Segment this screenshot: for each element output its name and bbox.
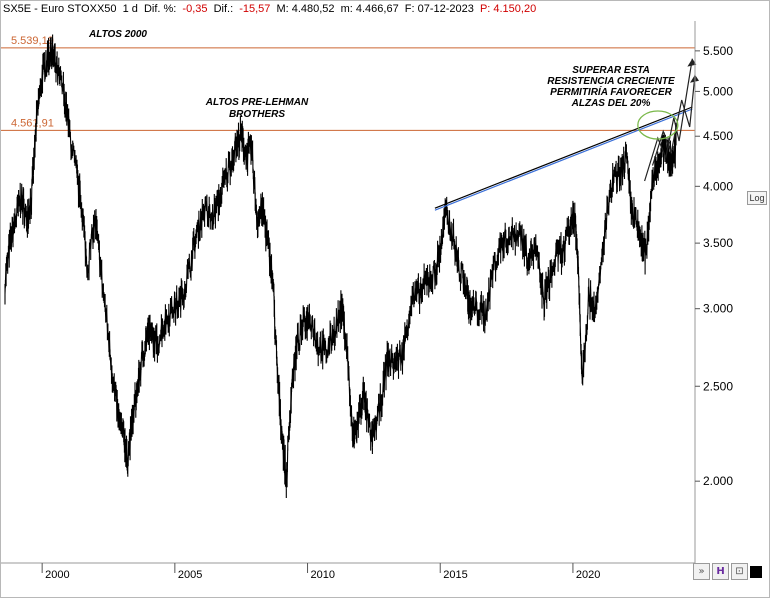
y-tick-label: 3.500	[703, 236, 733, 250]
x-tick-label: 2000	[45, 569, 69, 581]
x-tick-label: 2010	[311, 569, 335, 581]
x-tick-label: 2005	[178, 569, 202, 581]
y-tick-label: 3.000	[703, 302, 733, 316]
diff-pct-value: -0,35	[182, 3, 208, 15]
chart-header: SX5E - Euro STOXX50 1 d Dif. %: -0,35 Di…	[3, 3, 539, 19]
x-tick-label: 2015	[443, 569, 467, 581]
trendline-blue	[434, 108, 693, 211]
min-label: m: 4.466,67	[340, 3, 399, 15]
annotation-resistance-note: RESISTENCIA CRECIENTE	[547, 76, 675, 87]
diff-label: Dif.:	[213, 3, 234, 15]
annotation-resistance-note: ALZAS DEL 20%	[571, 98, 651, 109]
projection-path	[644, 58, 693, 182]
chart-toolbar: » H ⊡	[693, 563, 762, 580]
projection-arrow	[687, 58, 697, 67]
fullscreen-icon[interactable]: ⊡	[731, 563, 748, 580]
y-tick-label: 5.000	[703, 84, 733, 98]
y-tick-label: 4.500	[703, 129, 733, 143]
annotation-altos-2000: ALTOS 2000	[88, 29, 147, 40]
period-label: 1 d	[122, 3, 138, 15]
price-label: P: 4.150,20	[479, 3, 537, 15]
breakout-ellipse	[637, 110, 679, 140]
annotation-resistance-note: PERMITIRÍA FAVORECER	[550, 85, 672, 98]
y-tick-label: 2.000	[703, 474, 733, 488]
date-label: F: 07-12-2023	[404, 3, 474, 15]
x-tick-label: 2020	[576, 569, 600, 581]
bar-style-icon[interactable]: H	[712, 563, 729, 580]
color-box-icon[interactable]	[750, 566, 762, 578]
symbol-label: SX5E - Euro STOXX50	[3, 3, 117, 15]
resistance-level-label: 4.561,91	[11, 117, 54, 129]
chevron-icon[interactable]: »	[693, 563, 710, 580]
diff-value: -15,57	[239, 3, 271, 15]
price-series-line	[4, 34, 677, 498]
y-tick-label: 5.500	[703, 44, 733, 58]
y-tick-label: 4.000	[703, 179, 733, 193]
projection-path-2	[651, 74, 696, 166]
max-label: M: 4.480,52	[276, 3, 335, 15]
y-tick-label: 2.500	[703, 379, 733, 393]
resistance-level-label: 5.539,19	[11, 35, 54, 47]
annotation-pre-lehman: ALTOS PRE-LEHMAN	[205, 97, 309, 108]
trendline-black	[434, 106, 693, 209]
annotation-pre-lehman: BROTHERS	[229, 109, 285, 120]
log-scale-button[interactable]: Log	[747, 191, 767, 205]
diff-pct-label: Dif. %:	[143, 3, 177, 15]
annotation-resistance-note: SUPERAR ESTA	[572, 65, 650, 76]
